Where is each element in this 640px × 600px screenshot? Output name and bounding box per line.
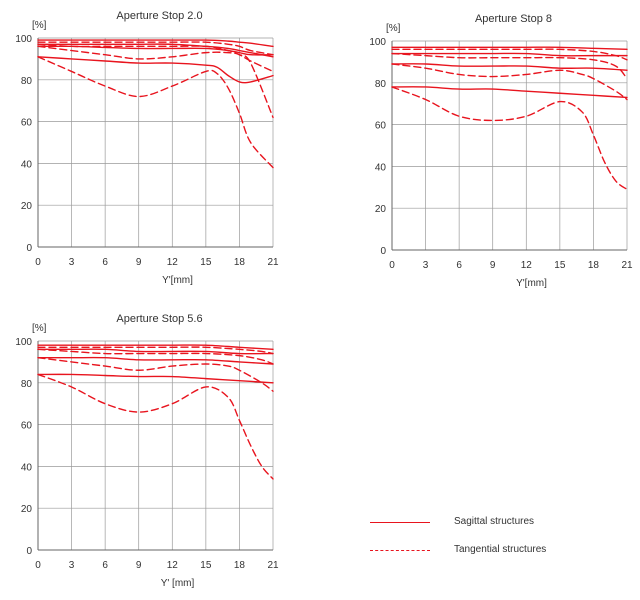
y-axis-label: [%] [32,323,47,334]
sagittal-curve-5 [37,356,274,365]
y-tick-label: 20 [21,201,33,212]
y-tick-label: 40 [21,159,33,170]
x-axis-label: Y'[mm] [162,275,193,286]
y-axis-label: [%] [32,20,47,31]
chart-2: 0 3 6 9 12 15 18 21 0 20 40 60 80 100 Aperture Stop 8 [… [369,13,633,289]
x-tick-label: 9 [490,260,496,271]
sagittal-curve-1 [37,344,274,351]
y-tick-label: 100 [369,37,386,48]
x-tick-label: 21 [621,260,633,271]
tangential-curve-4 [37,348,274,365]
x-tick-label: 12 [521,260,533,271]
y-tick-label: 100 [15,34,32,45]
y-tick-label: 100 [15,337,32,348]
tangential-curve-6 [37,45,274,119]
y-tick-label: 0 [26,243,32,254]
x-tick-label: 12 [167,257,179,268]
y-tick-label: 80 [21,379,33,390]
sagittal-curve-5 [391,63,628,71]
chart-legend: Sagittal structures Tangential structure… [370,516,610,566]
x-tick-label: 12 [167,560,179,571]
y-tick-label: 20 [375,204,387,215]
x-tick-label: 3 [69,560,75,571]
sagittal-curve-1 [391,46,628,51]
chart-title: Aperture Stop 2.0 [116,10,202,22]
x-tick-label: 15 [200,257,212,268]
chart-1: 0 3 6 9 12 15 18 21 0 20 40 60 80 100 Aperture Stop 2.… [15,10,279,286]
x-tick-label: 3 [69,257,75,268]
y-tick-label: 60 [21,421,33,432]
y-tick-label: 20 [21,504,33,515]
tangential-curve-2 [37,346,274,355]
x-tick-label: 18 [234,257,246,268]
x-tick-label: 21 [267,560,279,571]
y-tick-label: 60 [375,121,387,132]
x-axis-label: Y' [mm] [161,578,195,589]
legend-line-solid [370,522,430,523]
x-axis-label: Y'[mm] [516,278,547,289]
y-tick-label: 40 [21,462,33,473]
sagittal-curve-3 [37,348,274,355]
x-tick-label: 21 [267,257,279,268]
tangential-curve-2 [391,48,628,61]
chart-3: 0 3 6 9 12 15 18 21 0 20 40 60 80 100 Aperture Stop 5.… [15,313,279,589]
x-tick-label: 18 [234,560,246,571]
y-tick-label: 40 [375,162,387,173]
tangential-curve-8 [391,86,628,191]
sagittal-curve-7 [37,56,274,84]
legend-label-sagittal: Sagittal structures [454,516,535,527]
sagittal-curve-3 [37,43,274,58]
legend-label-tangential: Tangential structures [454,544,547,555]
x-tick-label: 3 [423,260,429,271]
x-tick-label: 6 [102,560,108,571]
sagittal-curve-3 [391,52,628,57]
sagittal-curve-7 [391,86,628,99]
x-tick-label: 6 [456,260,462,271]
chart-title: Aperture Stop 8 [475,13,552,25]
tangential-curve-4 [391,52,628,80]
x-tick-label: 0 [389,260,395,271]
legend-line-dashed [370,550,430,551]
x-tick-label: 15 [554,260,566,271]
sagittal-curve-1 [37,39,274,48]
x-tick-label: 15 [200,560,212,571]
chart-title: Aperture Stop 5.6 [116,313,202,325]
legend-item-sagittal: Sagittal structures [370,516,610,530]
y-tick-label: 80 [21,76,33,87]
sagittal-curve-7 [37,373,274,384]
tangential-curve-8 [37,373,274,480]
x-tick-label: 18 [588,260,600,271]
y-tick-label: 0 [380,246,386,257]
tangential-curve-2 [37,41,274,56]
tangential-curve-6 [37,357,274,392]
x-tick-label: 0 [35,560,41,571]
tangential-curve-6 [391,63,628,101]
x-tick-label: 6 [102,257,108,268]
sagittal-curve-5 [37,45,274,56]
y-tick-label: 0 [26,546,32,557]
x-tick-label: 9 [136,560,142,571]
x-tick-label: 9 [136,257,142,268]
x-tick-label: 0 [35,257,41,268]
tangential-curve-8 [37,56,274,169]
y-axis-label: [%] [386,23,401,34]
legend-item-tangential: Tangential structures [370,544,610,558]
y-tick-label: 60 [21,118,33,129]
y-tick-label: 80 [375,79,387,90]
